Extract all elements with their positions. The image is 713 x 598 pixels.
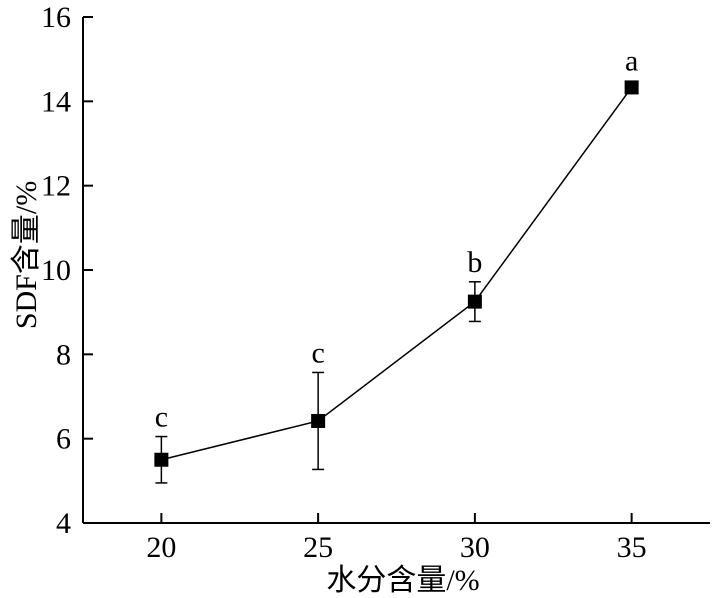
significance-label: a [625,44,638,77]
data-point [311,413,326,428]
data-point [154,452,169,467]
x-tick-label: 25 [303,531,333,564]
y-tick-label: 6 [56,423,71,456]
y-tick-label: 10 [41,254,71,287]
y-tick-label: 8 [56,338,71,371]
significance-label: c [155,401,168,434]
y-tick-label: 16 [41,1,71,34]
y-tick-label: 14 [41,85,71,118]
x-tick-label: 20 [146,531,176,564]
y-tick-label: 12 [41,170,71,203]
ticks: 4 6 8 10 12 14 16 20 25 30 35 [41,1,647,564]
y-tick-label: 4 [56,507,71,540]
x-tick-label: 35 [617,531,647,564]
data-point [467,294,482,309]
data-point [624,80,639,95]
series: c c b a [154,44,639,484]
y-axis-title: SDF含量/% [10,181,43,329]
x-tick-label: 30 [460,531,490,564]
significance-label: c [311,336,324,369]
significance-label: b [467,246,482,279]
axes [82,17,710,524]
x-axis-title: 水分含量/% [326,564,479,597]
series-line [161,86,633,461]
